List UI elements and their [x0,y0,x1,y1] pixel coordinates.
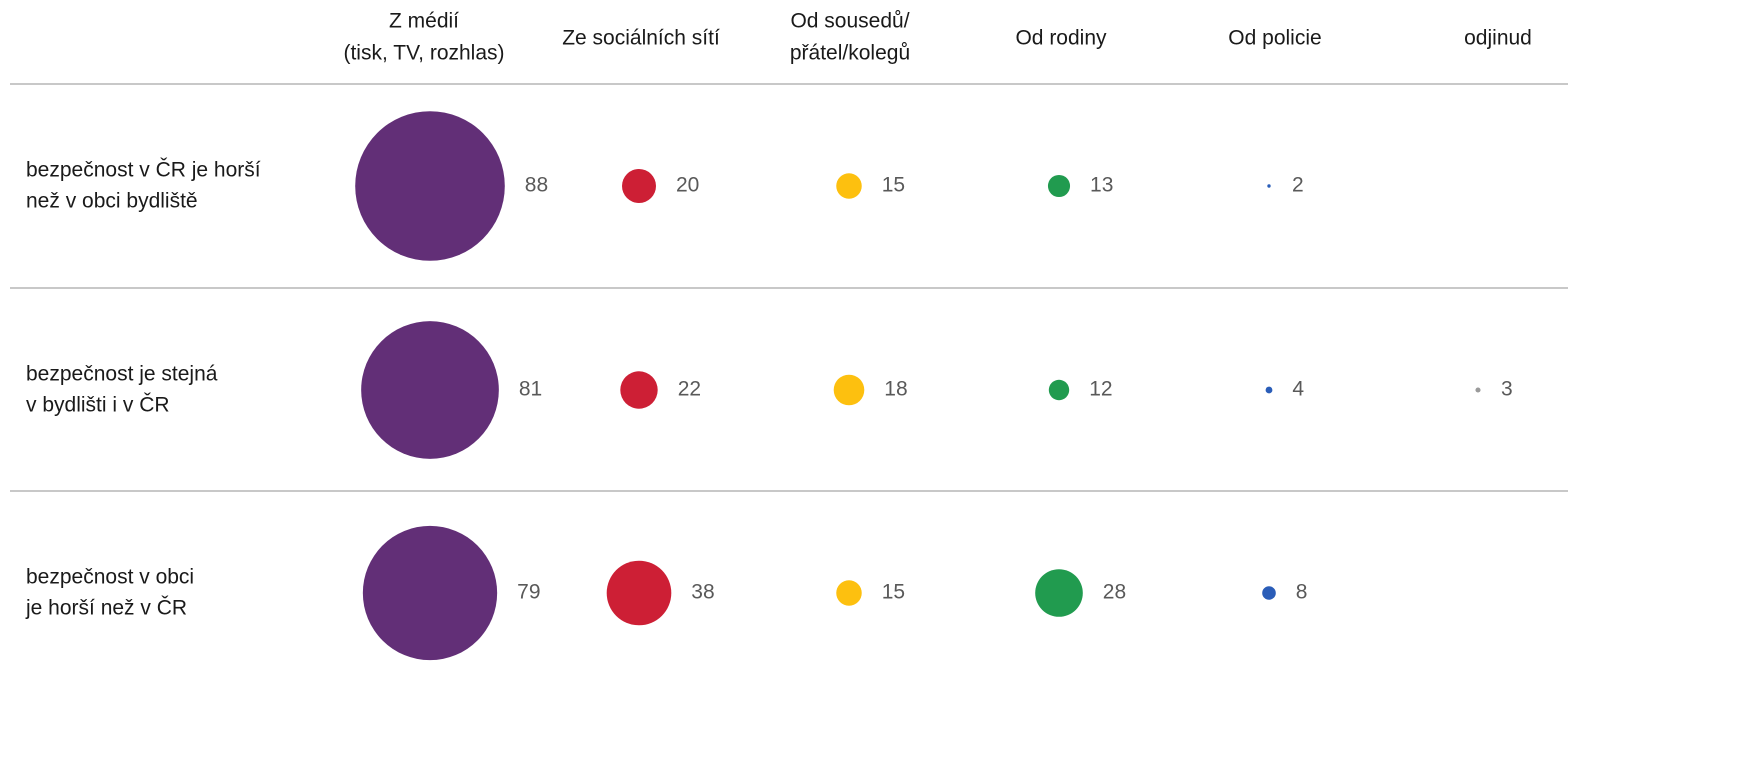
bubble [622,169,656,203]
value-label: 15 [882,581,905,604]
value-label: 12 [1089,378,1112,401]
bubble [1047,174,1071,198]
value-label: 38 [691,581,714,604]
value-label: 28 [1103,581,1126,604]
value-label: 20 [676,174,699,197]
column-header: přátel/kolegů [790,42,910,65]
bubble [355,111,505,261]
row-label: v bydlišti i v ČR [26,394,170,417]
value-label: 22 [678,378,701,401]
row-label: bezpečnost v obci [26,566,194,589]
value-label: 13 [1090,174,1113,197]
value-label: 88 [525,174,548,197]
value-label: 15 [882,174,905,197]
row-label: bezpečnost v ČR je horší [26,159,261,182]
bubble [836,173,862,199]
row-label: je horší než v ČR [25,597,187,620]
value-label: 2 [1292,174,1304,197]
bubble [362,525,498,661]
column-header: Z médií [389,10,459,33]
value-label: 79 [517,581,540,604]
value-label: 4 [1292,378,1304,401]
column-header: Ze sociálních sítí [562,27,720,50]
bubble [1267,184,1271,188]
column-header: Od policie [1228,27,1321,50]
column-header: Od rodiny [1015,27,1107,50]
bubble [606,560,672,626]
bubble [620,371,658,409]
bubble [836,580,862,606]
value-label: 18 [884,378,907,401]
value-label: 3 [1501,378,1513,401]
bubble [1048,379,1070,401]
column-header: odjinud [1464,27,1532,50]
value-label: 81 [519,378,542,401]
column-header: (tisk, TV, rozhlas) [343,42,504,65]
value-label: 8 [1296,581,1308,604]
bubble [361,321,499,459]
bubble [1262,586,1276,600]
bubble [1265,386,1273,394]
bubble [1035,569,1083,617]
row-label: než v obci bydliště [26,190,198,213]
bubble [1475,387,1481,393]
column-header: Od sousedů/ [790,10,909,33]
bubble [833,374,865,406]
row-label: bezpečnost je stejná [26,363,218,386]
